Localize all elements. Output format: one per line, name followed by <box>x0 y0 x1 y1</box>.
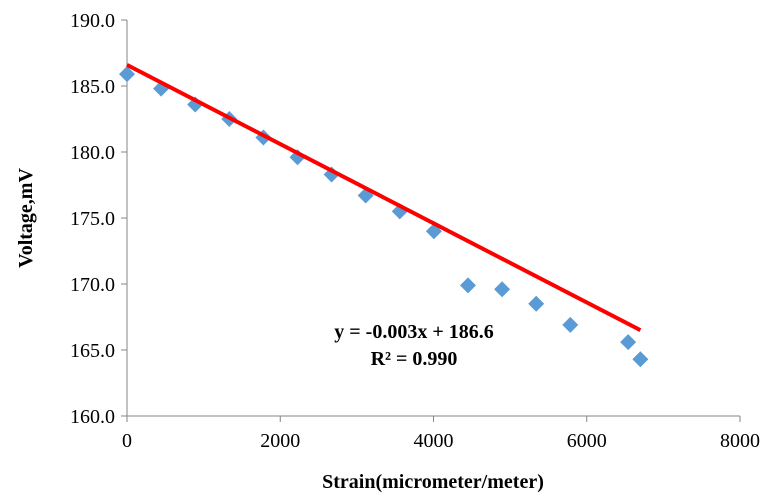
data-point <box>119 66 135 83</box>
y-tick-label: 160.0 <box>70 406 115 428</box>
data-point <box>620 334 637 351</box>
x-axis-title: Strain(micrometer/meter) <box>322 471 544 493</box>
y-tick-label: 175.0 <box>70 208 115 230</box>
data-point <box>459 277 476 294</box>
x-tick-label: 0 <box>122 430 132 452</box>
y-axis-title: Voltage,mV <box>15 168 37 268</box>
y-tick-label: 190.0 <box>70 10 115 32</box>
data-point <box>632 351 649 368</box>
x-tick-label: 6000 <box>567 430 607 452</box>
r-squared-label: R² = 0.990 <box>371 348 458 370</box>
y-tick-label: 180.0 <box>70 142 115 164</box>
y-tick-label: 185.0 <box>70 76 115 98</box>
data-point <box>528 295 545 312</box>
trendline-equation: y = -0.003x + 186.6 <box>334 321 493 343</box>
data-points <box>119 66 649 368</box>
data-point <box>562 316 579 333</box>
y-tick-label: 170.0 <box>70 274 115 296</box>
data-point <box>494 281 511 298</box>
x-axis-ticks: 0 2000 4000 6000 8000 <box>122 416 760 452</box>
x-tick-label: 8000 <box>720 430 760 452</box>
y-tick-label: 165.0 <box>70 340 115 362</box>
x-tick-label: 2000 <box>260 430 300 452</box>
y-axis-ticks: 160.0 165.0 170.0 175.0 180.0 185.0 190.0 <box>70 10 127 428</box>
x-tick-label: 4000 <box>414 430 454 452</box>
trendline <box>126 63 642 332</box>
